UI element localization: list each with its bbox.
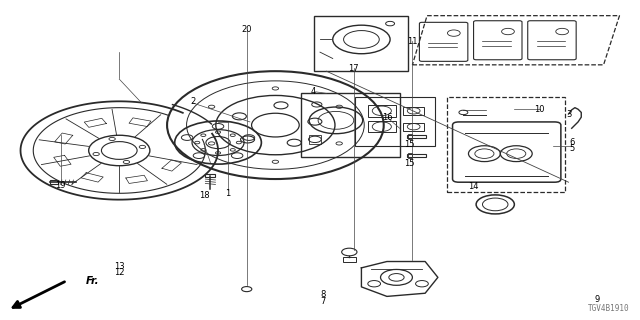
Text: 5: 5	[569, 144, 574, 153]
Bar	[368, 105, 396, 116]
Text: 7: 7	[321, 297, 326, 306]
Text: 14: 14	[468, 182, 478, 191]
Text: 17: 17	[348, 63, 359, 73]
Text: 6: 6	[569, 138, 574, 147]
Bar	[408, 134, 412, 139]
Text: 4: 4	[311, 87, 316, 96]
Text: Fr.: Fr.	[86, 276, 100, 285]
Bar	[308, 135, 321, 143]
Text: 10: 10	[534, 105, 545, 114]
Text: 19: 19	[56, 181, 66, 190]
Text: 18: 18	[198, 191, 209, 200]
Bar	[447, 97, 565, 192]
Text: 3: 3	[566, 109, 572, 118]
Text: 15: 15	[404, 159, 415, 168]
Bar	[403, 107, 424, 115]
Bar	[205, 174, 216, 178]
Bar	[51, 180, 58, 184]
Bar	[355, 97, 435, 146]
Bar	[314, 16, 408, 71]
Bar	[403, 123, 424, 131]
Text: 11: 11	[407, 36, 418, 45]
Text: 1: 1	[225, 189, 230, 198]
Text: 13: 13	[114, 262, 125, 271]
Text: 2: 2	[190, 97, 195, 106]
Bar	[343, 257, 356, 261]
Text: 20: 20	[241, 25, 252, 35]
Text: TGV4B1910: TGV4B1910	[588, 304, 629, 313]
Text: 9: 9	[595, 295, 600, 304]
Text: 16: 16	[381, 113, 392, 122]
Text: 8: 8	[321, 290, 326, 299]
Text: 15: 15	[404, 140, 415, 148]
Bar	[406, 154, 426, 157]
Bar	[406, 135, 426, 138]
Bar	[408, 153, 412, 158]
Bar	[301, 93, 399, 157]
Text: 12: 12	[114, 268, 125, 277]
Bar	[368, 121, 396, 132]
